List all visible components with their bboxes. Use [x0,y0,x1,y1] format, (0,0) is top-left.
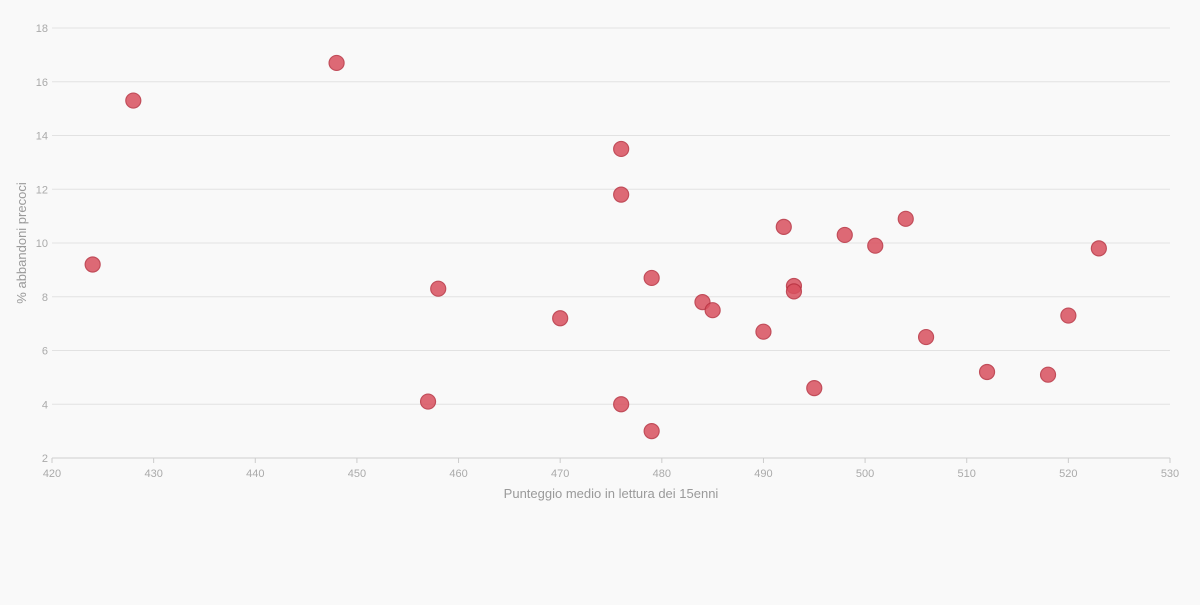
x-tick-label: 440 [246,468,264,480]
data-point [419,393,437,410]
y-tick-label: 14 [36,131,48,143]
y-axis-title: % abbandoni precoci [14,182,29,304]
x-tick-label: 430 [144,468,162,480]
data-points [84,54,1107,440]
x-tick-label: 420 [43,468,61,480]
y-tick-label: 16 [36,77,48,89]
grid [52,27,1170,459]
data-point [897,210,914,227]
data-point [1039,366,1057,383]
data-point [806,380,823,397]
data-point [328,54,345,72]
data-point [867,237,884,254]
x-tick-label: 450 [348,468,366,480]
y-tick-label: 18 [36,23,48,35]
data-point [613,396,630,413]
data-point [613,140,630,158]
data-point [643,423,660,440]
y-tick-label: 6 [42,346,48,358]
x-tick-label: 500 [856,468,874,480]
x-tick-label: 470 [551,468,569,480]
y-tick-label: 8 [42,292,48,304]
x-tick-label: 530 [1161,468,1179,480]
data-point [704,302,721,319]
x-tick-label: 460 [449,468,467,480]
data-point [836,226,853,244]
data-point [643,269,660,287]
x-tick-label: 480 [653,468,671,480]
data-point [755,323,772,340]
data-point [775,218,792,235]
axes: 2 4 6 8 10 12 14 16 18 420 430 440 450 460 470 480 490 50… [36,23,1179,480]
x-tick-label: 520 [1059,468,1077,480]
data-point [552,310,569,327]
data-point [978,363,996,381]
y-tick-label: 2 [42,453,48,465]
data-point [917,328,935,346]
data-point [84,256,101,273]
y-tick-label: 4 [42,399,48,411]
data-point [125,92,142,109]
y-tick-label: 10 [36,238,48,250]
x-tick-label: 510 [958,468,976,480]
data-point [430,280,447,297]
y-tick-label: 12 [36,184,48,196]
x-tick-label: 490 [754,468,772,480]
data-point [785,283,803,300]
data-point [1060,307,1077,324]
data-point [1090,240,1107,257]
data-point [613,186,630,203]
x-axis-title: Punteggio medio in lettura dei 15enni [504,486,719,501]
